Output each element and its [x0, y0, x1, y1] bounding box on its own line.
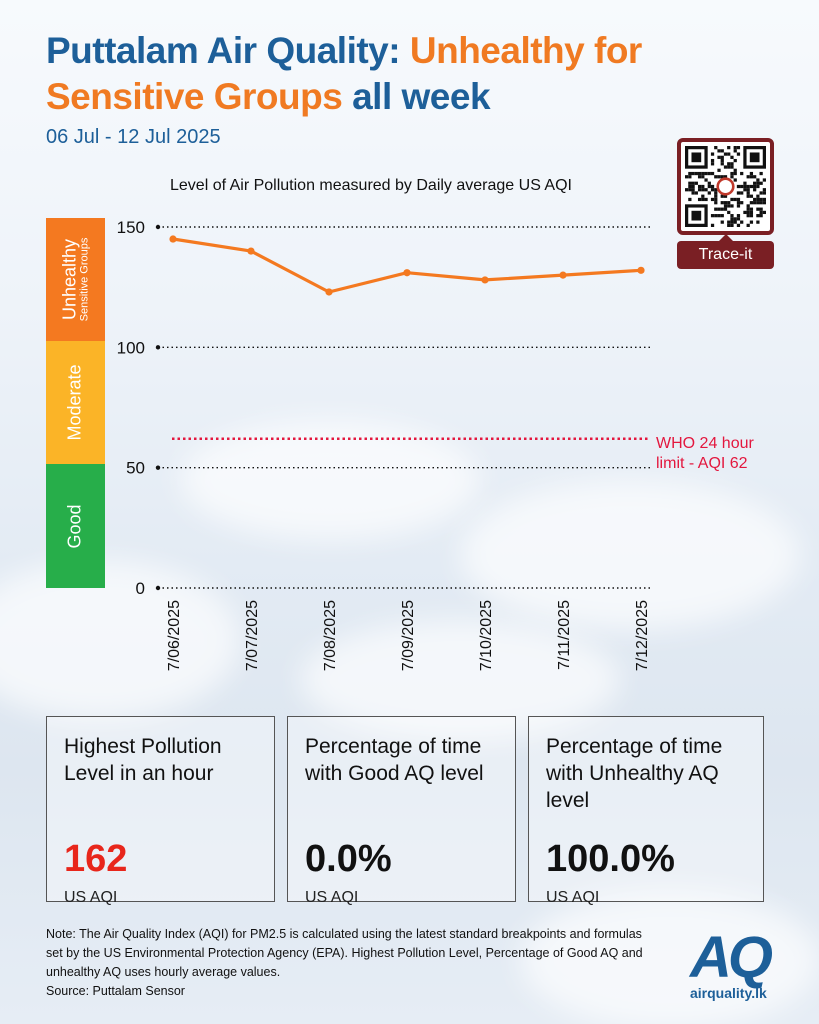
- who-limit-label: limit - AQI 62: [656, 455, 748, 472]
- data-point: [247, 247, 255, 255]
- stat-card-highest: Highest Pollution Level in an hour 162 U…: [46, 716, 275, 906]
- background-cloud: [300, 620, 620, 740]
- y-tick-label: 50: [126, 459, 145, 478]
- stat-card-unit: US AQI: [64, 889, 118, 906]
- title-part-status: Unhealthy for Sensitive Groups: [46, 30, 642, 117]
- x-tick-label: 7/12/2025: [634, 600, 651, 671]
- series-line: [171, 237, 643, 294]
- logo-text: airquality.lk: [690, 985, 767, 1001]
- trace-it-button[interactable]: Trace-it: [677, 234, 774, 269]
- line-chart: 0 50 100 150 WHO 24 hour limit - AQI 62 7/06/2…: [117, 218, 755, 671]
- gridline-marker: [155, 224, 161, 230]
- stat-card-unit: US AQI: [546, 889, 600, 906]
- background-cloud: [460, 480, 800, 630]
- gridline-marker: [155, 465, 161, 470]
- stat-card-value: 100.0%: [546, 838, 675, 880]
- stat-card-value: 0.0%: [305, 838, 392, 880]
- x-tick-label: 7/08/2025: [322, 600, 339, 671]
- background-cloud: [0, 560, 240, 720]
- stat-card-unhealthy: Percentage of time with Unhealthy AQ lev…: [528, 716, 764, 906]
- title-part-duration: all week: [342, 76, 491, 117]
- data-point: [169, 235, 177, 243]
- data-point: [325, 288, 333, 296]
- data-point: [481, 276, 489, 284]
- y-tick-label: 150: [117, 218, 145, 237]
- band-good: Good: [46, 464, 105, 588]
- date-range: 06 Jul - 12 Jul 2025: [46, 126, 221, 148]
- aq-logo-icon: AQ: [690, 925, 773, 990]
- who-limit-label: WHO 24 hour: [656, 435, 754, 452]
- qr-code-icon: [685, 146, 766, 227]
- footnote-text: Note: The Air Quality Index (AQI) for PM…: [46, 927, 643, 979]
- footnote-source: Source: Puttalam Sensor: [46, 984, 185, 998]
- background-cloud: [180, 420, 480, 540]
- band-unhealthy: Unhealthy Sensitive Groups: [46, 218, 105, 341]
- x-tick-label: 7/10/2025: [478, 600, 495, 671]
- x-tick-label: 7/11/2025: [556, 600, 573, 670]
- data-point: [637, 266, 645, 274]
- x-tick-label: 7/07/2025: [244, 600, 261, 671]
- page-title: Puttalam Air Quality: Unhealthy for Sens…: [46, 28, 746, 120]
- data-point: [559, 271, 567, 279]
- x-tick-label: 7/06/2025: [166, 600, 183, 671]
- y-tick-label: 0: [136, 579, 145, 598]
- background-cloud: [520, 890, 819, 1024]
- y-tick-label: 100: [117, 338, 145, 357]
- gridline-marker: [155, 345, 161, 350]
- qr-code[interactable]: [677, 138, 774, 235]
- data-point: [403, 269, 411, 277]
- gridline-marker: [155, 585, 161, 591]
- stat-card-good: Percentage of time with Good AQ level 0.…: [287, 716, 516, 906]
- stat-card-value: 162: [64, 838, 128, 880]
- stat-card-title: Percentage of time with Good AQ level: [305, 735, 484, 785]
- stat-card-title: Percentage of time with Unhealthy AQ lev…: [546, 735, 723, 812]
- band-moderate: Moderate: [46, 341, 105, 464]
- stat-card-title: Highest Pollution Level in an hour: [64, 735, 222, 785]
- x-tick-label: 7/09/2025: [400, 600, 417, 671]
- title-part-location: Puttalam Air Quality:: [46, 30, 410, 71]
- chart-title: Level of Air Pollution measured by Daily…: [170, 177, 572, 194]
- footnote: Note: The Air Quality Index (AQI) for PM…: [46, 925, 656, 1001]
- stat-card-unit: US AQI: [305, 889, 359, 906]
